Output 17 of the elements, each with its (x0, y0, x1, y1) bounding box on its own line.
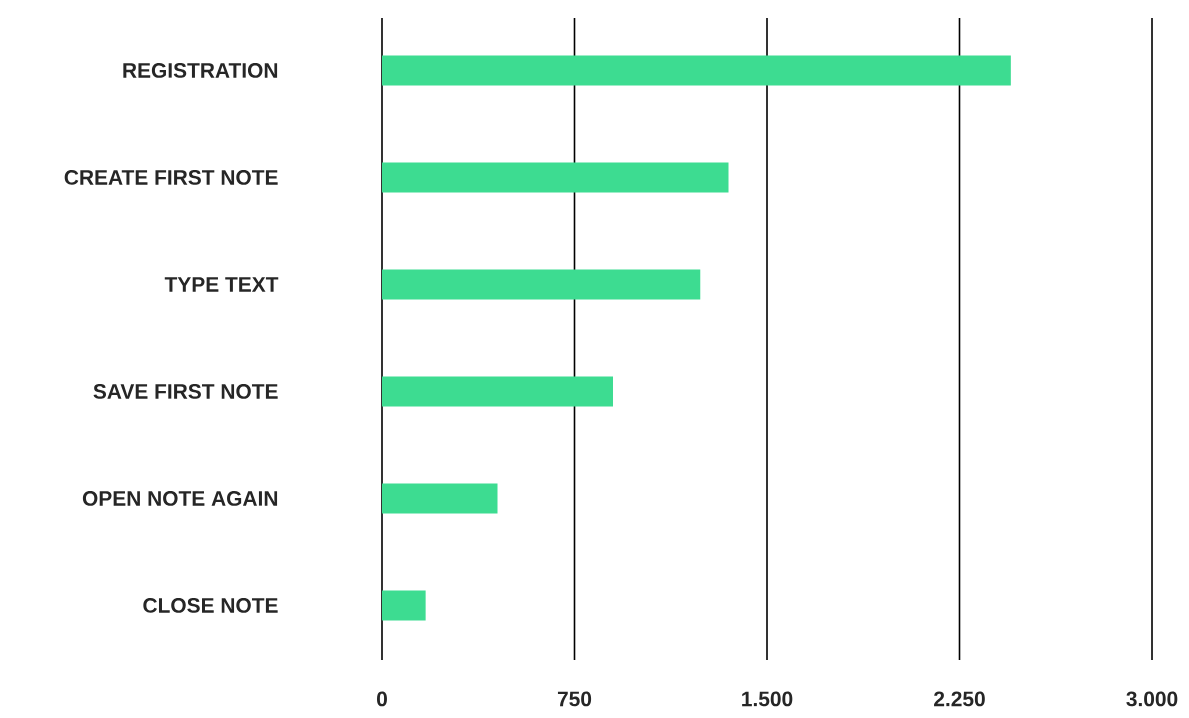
y-tick-label: TYPE TEXT (164, 277, 279, 292)
x-tick-label: 2.250 (934, 691, 985, 707)
x-tick-label: 0 (377, 691, 387, 707)
bar (382, 269, 701, 300)
y-tick-label: CLOSE NOTE (143, 598, 278, 613)
bar (382, 55, 1011, 86)
bar (382, 162, 729, 193)
y-tick-label: OPEN NOTE AGAIN (82, 491, 278, 506)
x-tick-label: 3.000 (1126, 691, 1178, 707)
bar (382, 590, 426, 621)
bar (382, 376, 613, 407)
y-tick-label: SAVE FIRST NOTE (93, 384, 278, 399)
y-tick-label: CREATE FIRST NOTE (64, 170, 278, 185)
x-tick-label: 1.500 (742, 691, 793, 707)
x-tick-label: 750 (557, 691, 592, 707)
y-tick-label: REGISTRATION (123, 63, 278, 78)
bar (382, 483, 498, 514)
